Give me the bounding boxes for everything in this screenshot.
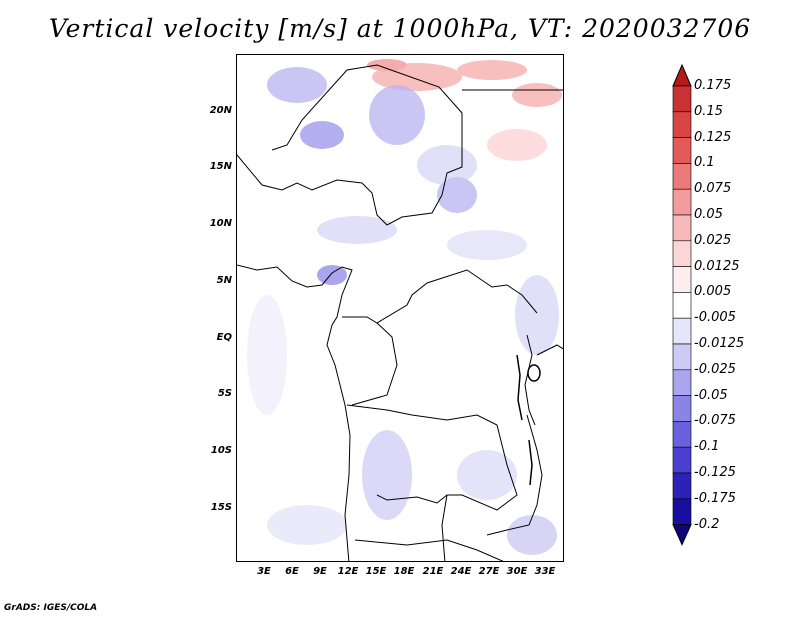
- colorbar-segment: [672, 421, 692, 448]
- colorbar-label: 0.025: [694, 232, 732, 248]
- colorbar-segment: [672, 317, 692, 345]
- colorbar-segment: [672, 498, 692, 525]
- lon-label: 15E: [365, 566, 387, 577]
- colorbar-label: -0.005: [694, 310, 736, 326]
- lat-label: 5S: [217, 388, 232, 399]
- lon-label: 18E: [393, 566, 415, 577]
- colorbar-label: -0.025: [694, 361, 736, 377]
- colorbar-max-arrow: [672, 63, 692, 87]
- colorbar: [672, 63, 692, 546]
- colorbar-segment: [672, 472, 692, 500]
- lat-label: 10S: [210, 445, 232, 456]
- colorbar-min-arrow: [672, 524, 692, 546]
- colorbar-label: -0.125: [694, 465, 736, 480]
- colorbar-label: 0.125: [694, 129, 732, 145]
- lat-label: 10N: [209, 218, 232, 229]
- colorbar-label: 0.175: [694, 78, 732, 93]
- coastlines-and-borders: [237, 64, 563, 561]
- colorbar-segment: [672, 395, 692, 422]
- grads-credit: GrADS: IGES/COLA: [4, 603, 98, 613]
- lat-label: 15S: [210, 502, 232, 513]
- colorbar-label: -0.0125: [694, 336, 745, 351]
- colorbar-segment: [672, 266, 692, 293]
- lakes: [516, 354, 541, 486]
- colorbar-label: 0.15: [694, 103, 723, 119]
- lon-label: 6E: [285, 566, 299, 577]
- colorbar-label: -0.05: [694, 387, 728, 403]
- colorbar-segment: [672, 85, 692, 113]
- lon-label: 30E: [506, 566, 528, 577]
- lon-label: 3E: [257, 566, 271, 577]
- colorbar-segment: [672, 163, 692, 190]
- colorbar-segment: [672, 111, 692, 138]
- colorbar-label: -0.075: [694, 413, 736, 429]
- colorbar-label: 0.005: [694, 284, 732, 300]
- colorbar-segment: [672, 446, 692, 474]
- colorbar-segment: [672, 343, 692, 371]
- lon-label: 12E: [337, 566, 359, 577]
- negative-velocity-patches: [247, 67, 559, 555]
- colorbar-label: 0.05: [694, 207, 723, 222]
- lat-label: 5N: [216, 275, 232, 286]
- colorbar-label: 0.1: [694, 155, 715, 171]
- colorbar-label: 0.0125: [694, 258, 740, 274]
- colorbar-label: -0.2: [694, 516, 720, 532]
- colorbar-label: -0.175: [694, 490, 736, 506]
- lat-label: EQ: [216, 332, 232, 343]
- colorbar-segment: [672, 240, 692, 267]
- lon-label: 24E: [450, 566, 472, 577]
- colorbar-segment: [672, 292, 692, 319]
- map-panel: [236, 54, 564, 562]
- lon-label: 33E: [534, 566, 556, 577]
- colorbar-segment: [672, 188, 692, 216]
- colorbar-label: -0.1: [694, 439, 720, 455]
- lon-label: 27E: [478, 566, 500, 577]
- lat-label: 15N: [209, 161, 232, 172]
- colorbar-label: 0.075: [694, 181, 732, 197]
- chart-title: Vertical velocity [m/s] at 1000hPa, VT: …: [48, 14, 752, 43]
- lon-label: 9E: [313, 566, 327, 577]
- colorbar-segment: [672, 369, 692, 396]
- positive-velocity-patches: [367, 59, 562, 161]
- lat-label: 20N: [209, 105, 232, 116]
- lon-label: 21E: [422, 566, 444, 577]
- colorbar-segment: [672, 214, 692, 242]
- colorbar-segment: [672, 137, 692, 164]
- map-field: [237, 59, 563, 561]
